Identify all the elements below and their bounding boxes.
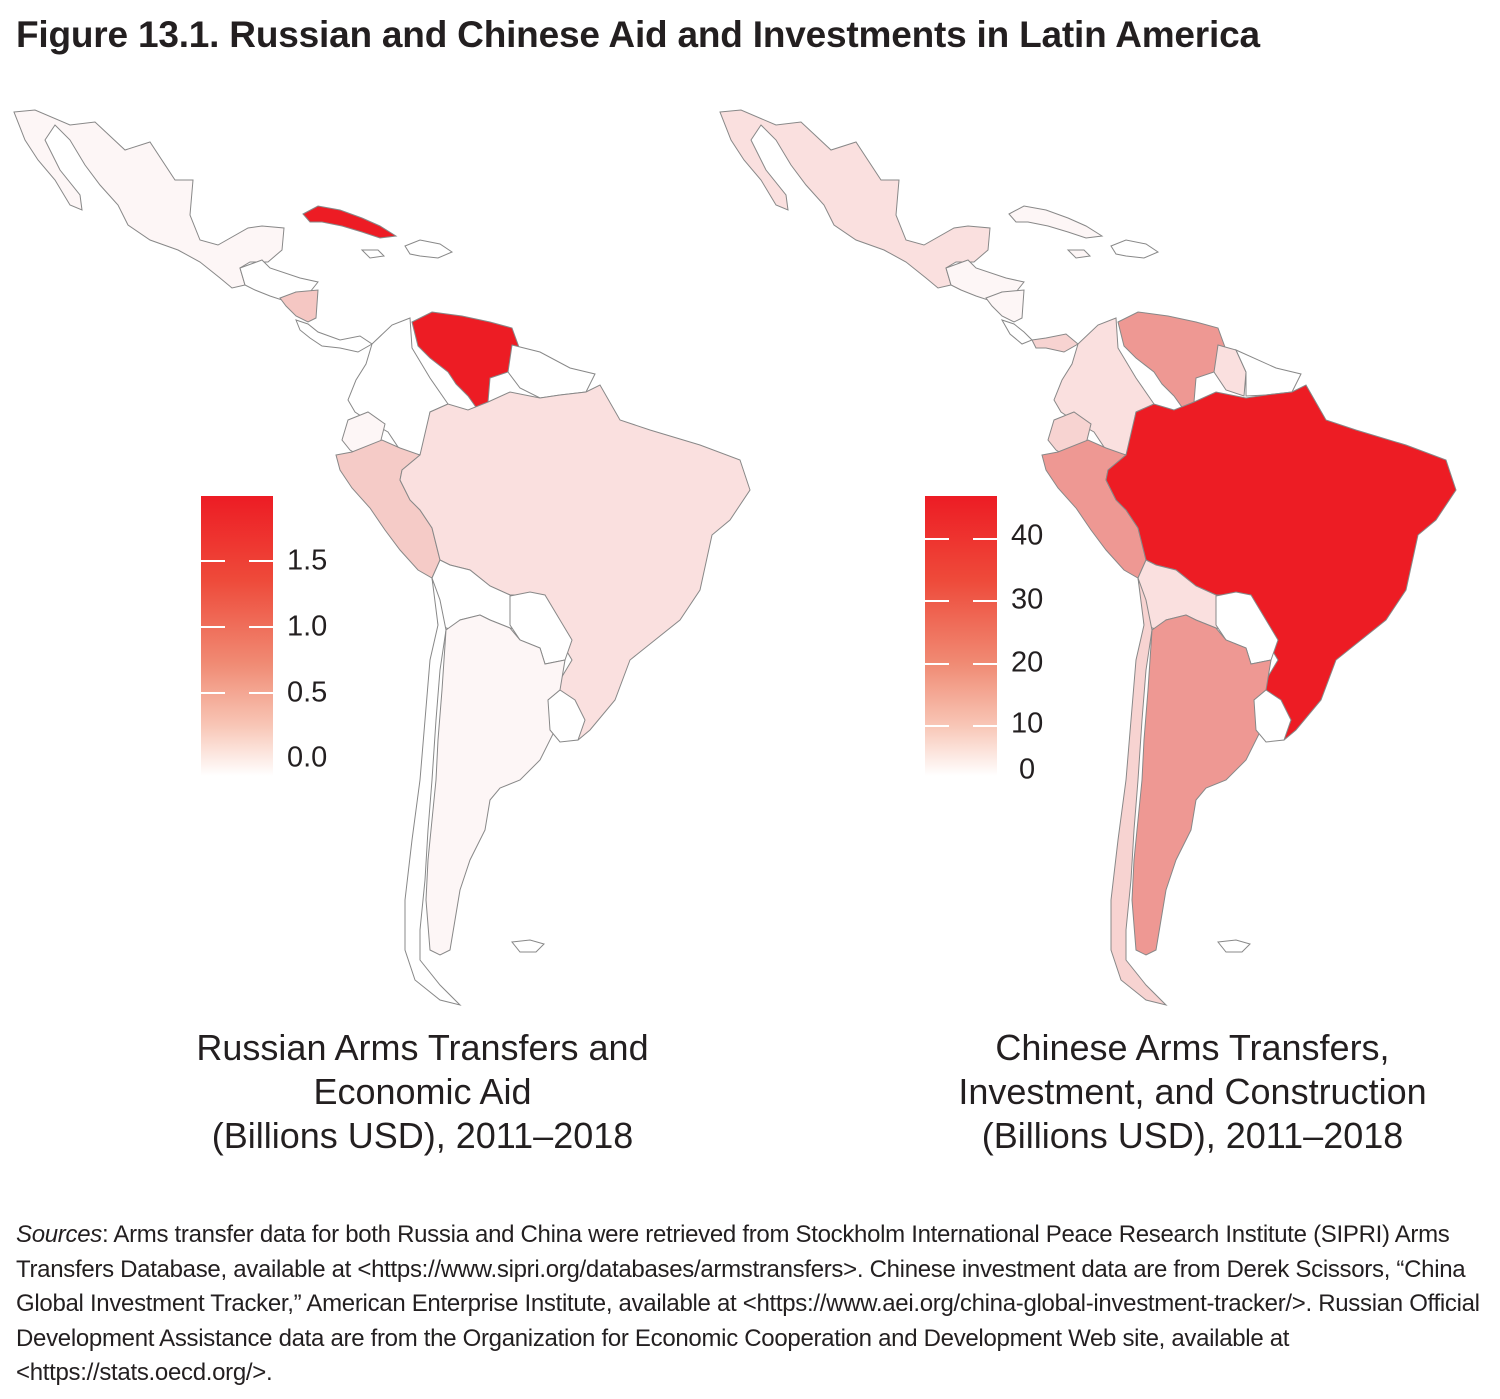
legend-tick <box>201 692 225 694</box>
legend-tick <box>925 725 949 727</box>
sources-text: : Arms transfer data for both Russia and… <box>16 1221 1480 1386</box>
title-line: Economic Aid <box>313 1071 532 1112</box>
china-panel-title: Chinese Arms Transfers, Investment, and … <box>905 1026 1480 1158</box>
legend-label: 40 <box>1011 519 1044 552</box>
island-hispaniola <box>404 239 454 259</box>
country-cuba-cn <box>1008 205 1104 239</box>
legend-tick <box>201 626 225 628</box>
legend-tick <box>201 560 225 562</box>
title-line: Russian Arms Transfers and <box>196 1027 649 1068</box>
legend-tick <box>973 725 997 727</box>
sources-note: Sources: Arms transfer data for both Rus… <box>16 1218 1486 1391</box>
legend-tick <box>973 538 997 540</box>
country-panama-cn <box>1031 333 1079 353</box>
russia-legend: 1.5 1.0 0.5 0.0 <box>201 496 351 776</box>
russia-legend-gradient <box>201 496 273 776</box>
legend-label: 1.0 <box>287 610 328 643</box>
country-uruguay <box>547 689 586 743</box>
sources-label: Sources <box>16 1221 102 1248</box>
legend-tick <box>249 692 273 694</box>
country-costa-rica-panama <box>295 319 373 353</box>
russia-panel-title: Russian Arms Transfers and Economic Aid … <box>140 1026 705 1158</box>
legend-label: 10 <box>1011 707 1044 740</box>
china-map <box>719 109 1457 1006</box>
country-nicaragua-cn <box>985 289 1025 323</box>
legend-label: 20 <box>1011 646 1044 679</box>
country-nicaragua <box>279 289 319 323</box>
country-chile-cn <box>1110 577 1168 1006</box>
country-argentina-cn <box>1131 614 1272 956</box>
country-mexico-cn <box>719 109 991 289</box>
legend-tick <box>249 626 273 628</box>
island-falklands-cn <box>1217 939 1251 953</box>
country-costa-rica-cn <box>1000 319 1033 345</box>
country-chile <box>404 577 462 1006</box>
legend-label: 30 <box>1011 583 1044 616</box>
legend-tick <box>925 663 949 665</box>
island-hispaniola-cn <box>1110 239 1160 259</box>
country-cuba <box>302 205 398 239</box>
island-falklands <box>511 939 545 953</box>
legend-tick <box>973 663 997 665</box>
legend-tick <box>973 600 997 602</box>
title-line: (Billions USD), 2011–2018 <box>211 1115 634 1156</box>
country-venezuela-cn <box>1117 311 1227 411</box>
title-line: Investment, and Construction <box>958 1071 1427 1112</box>
legend-label: 0.0 <box>287 741 328 774</box>
legend-label: 0.5 <box>287 676 328 709</box>
legend-label: 1.5 <box>287 544 328 577</box>
island-jamaica-cn <box>1066 249 1092 259</box>
country-suriname-cn <box>1234 349 1302 397</box>
legend-tick <box>925 600 949 602</box>
country-argentina <box>425 614 566 956</box>
legend-tick <box>925 538 949 540</box>
china-legend-gradient <box>925 496 997 776</box>
country-mexico <box>13 109 285 289</box>
legend-label: 0 <box>1019 753 1036 786</box>
china-legend: 40 30 20 10 0 <box>925 496 1075 786</box>
country-uruguay-cn <box>1253 689 1292 743</box>
title-line: Chinese Arms Transfers, <box>995 1027 1390 1068</box>
figure-title: Figure 13.1. Russian and Chinese Aid and… <box>16 14 1260 55</box>
legend-tick <box>249 560 273 562</box>
russia-map <box>13 109 751 1006</box>
country-venezuela <box>411 311 521 411</box>
island-jamaica <box>360 249 386 259</box>
title-line: (Billions USD), 2011–2018 <box>981 1115 1404 1156</box>
